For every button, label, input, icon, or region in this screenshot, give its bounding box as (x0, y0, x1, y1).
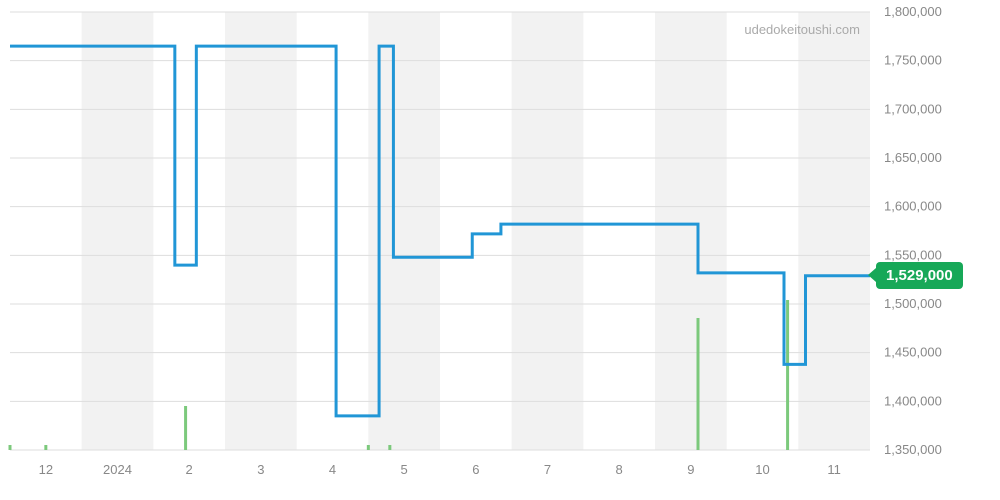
svg-text:1,350,000: 1,350,000 (884, 442, 942, 457)
svg-text:1,700,000: 1,700,000 (884, 101, 942, 116)
svg-text:5: 5 (401, 462, 408, 477)
svg-text:12: 12 (39, 462, 53, 477)
svg-text:2024: 2024 (103, 462, 132, 477)
svg-text:7: 7 (544, 462, 551, 477)
svg-text:1,650,000: 1,650,000 (884, 150, 942, 165)
svg-text:8: 8 (616, 462, 623, 477)
svg-text:9: 9 (687, 462, 694, 477)
svg-text:1,450,000: 1,450,000 (884, 345, 942, 360)
svg-text:2: 2 (186, 462, 193, 477)
svg-text:4: 4 (329, 462, 336, 477)
svg-text:1,600,000: 1,600,000 (884, 199, 942, 214)
svg-text:udedokeitoushi.com: udedokeitoushi.com (744, 22, 860, 37)
svg-text:10: 10 (755, 462, 769, 477)
svg-text:1,550,000: 1,550,000 (884, 247, 942, 262)
current-price-badge: 1,529,000 (876, 262, 963, 289)
svg-text:1,750,000: 1,750,000 (884, 53, 942, 68)
chart-svg: 1,350,000 1,400,000 1,450,000 1,500,000 1,55… (0, 0, 1000, 500)
svg-text:3: 3 (257, 462, 264, 477)
svg-text:1,400,000: 1,400,000 (884, 393, 942, 408)
svg-text:1,800,000: 1,800,000 (884, 4, 942, 19)
svg-text:11: 11 (827, 462, 841, 477)
price-chart: 1,350,000 1,400,000 1,450,000 1,500,000 1,55… (0, 0, 1000, 500)
svg-text:1,500,000: 1,500,000 (884, 296, 942, 311)
badge-value: 1,529,000 (886, 267, 953, 284)
svg-text:6: 6 (472, 462, 479, 477)
